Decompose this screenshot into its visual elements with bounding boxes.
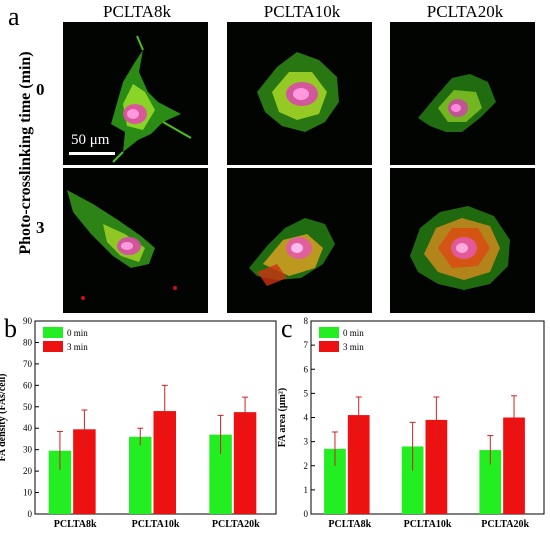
- panel-c-x-tick-label: PCLTA8k: [328, 519, 371, 530]
- row-label-3-min: 3: [36, 218, 45, 237]
- panel-b-y-tick-label: 70: [23, 359, 33, 369]
- panel-a-letter: a: [8, 2, 20, 31]
- panel-c-bar: [347, 415, 370, 514]
- panel-b-bar: [209, 434, 232, 514]
- micrograph-pclta20k-0min: [390, 22, 535, 165]
- column-header-pclta8k: PCLTA8k: [103, 2, 171, 21]
- panel-b-x-tick-label: PCLTA20k: [212, 519, 260, 530]
- panel-b-legend-label: 0 min: [67, 328, 88, 338]
- panel-c-bar: [503, 417, 525, 514]
- panel-b-x-tick-label: PCLTA8k: [54, 519, 97, 530]
- panel-c-legend-label: 0 min: [343, 328, 364, 338]
- panel-c-x-tick-label: PCLTA10k: [404, 519, 452, 530]
- column-header-pclta10k: PCLTA10k: [263, 2, 341, 21]
- panel-c-y-tick-label: 0: [304, 509, 309, 519]
- panel-c-y-tick-label: 3: [304, 437, 309, 447]
- panel-b-bar: [233, 412, 257, 514]
- panel-c-y-axis-title: FA area (μm²): [277, 388, 288, 447]
- panel-b-y-axis-title: FA density (FAs/cell): [0, 374, 8, 462]
- panel-b-bar: [73, 429, 96, 514]
- panel-b-x-tick-label: PCLTA10k: [132, 519, 180, 530]
- panel-c-legend-label: 3 min: [343, 342, 364, 352]
- panel-b-legend-swatch: [43, 341, 63, 352]
- column-header-pclta20k: PCLTA20k: [426, 2, 504, 21]
- panel-b-bar: [48, 450, 72, 514]
- panel-b-bar: [153, 411, 176, 514]
- micrograph-pclta8k-3min: [63, 168, 208, 313]
- panel-b-y-tick-label: 90: [23, 316, 33, 326]
- panel-b-y-tick-label: 20: [23, 466, 33, 476]
- panel-b-y-tick-label: 40: [23, 423, 33, 433]
- panel-b-y-tick-label: 30: [23, 445, 33, 455]
- panel-b-legend-label: 3 min: [67, 342, 88, 352]
- panel-c-y-tick-label: 7: [304, 340, 309, 350]
- panel-c-legend-swatch: [319, 341, 339, 352]
- panel-c-bar: [425, 419, 448, 514]
- panel-b-y-tick-label: 80: [23, 337, 33, 347]
- panel-b-y-tick-label: 60: [23, 380, 33, 390]
- panel-c-y-tick-label: 6: [304, 364, 309, 374]
- scale-bar: [69, 152, 115, 155]
- micrograph-pclta8k-0min: 50 μm: [63, 22, 208, 165]
- scale-bar-label: 50 μm: [71, 132, 110, 148]
- panel-c-y-tick-label: 4: [304, 413, 309, 423]
- panel-b-y-tick-label: 50: [23, 402, 33, 412]
- panel-b-legend-swatch: [43, 327, 63, 338]
- panel-c-y-tick-label: 1: [304, 485, 309, 495]
- panel-b-y-tick-label: 0: [28, 509, 33, 519]
- panel-c-y-tick-label: 2: [304, 461, 309, 471]
- panel-b-y-tick-label: 10: [23, 488, 33, 498]
- micrograph-pclta10k-0min: [227, 22, 372, 165]
- panel-c-bar: [401, 446, 424, 514]
- panel-c-bar: [479, 450, 502, 514]
- micrograph-pclta10k-3min: [227, 168, 372, 313]
- panel-c-y-tick-label: 8: [304, 316, 309, 326]
- micrograph-pclta20k-3min: [390, 168, 535, 313]
- panel-b-bar: [129, 436, 152, 514]
- panel-c-letter: c: [281, 314, 293, 343]
- row-label-0-min: 0: [36, 80, 45, 99]
- panel-c-bar: [324, 448, 346, 514]
- panel-c-y-tick-label: 5: [304, 388, 309, 398]
- panel-c-x-tick-label: PCLTA20k: [481, 519, 529, 530]
- panel-c-legend-swatch: [319, 327, 339, 338]
- panel-b-letter: b: [4, 314, 17, 343]
